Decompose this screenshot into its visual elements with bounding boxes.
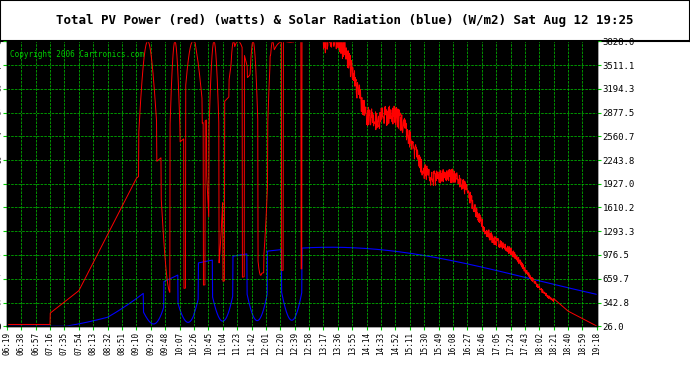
Text: Total PV Power (red) (watts) & Solar Radiation (blue) (W/m2) Sat Aug 12 19:25: Total PV Power (red) (watts) & Solar Rad… bbox=[57, 14, 633, 27]
Text: Copyright 2006 Cartronics.com: Copyright 2006 Cartronics.com bbox=[10, 50, 144, 59]
